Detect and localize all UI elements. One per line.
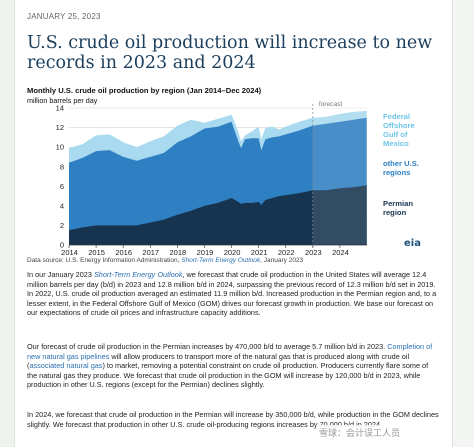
paragraph-2: Our forecast of crude oil production in … bbox=[27, 342, 439, 390]
legend-label: Federal bbox=[383, 112, 410, 121]
p1-text-b: , we forecast that crude oil production … bbox=[27, 270, 437, 318]
article-page: JANUARY 25, 2023 U.S. crude oil producti… bbox=[20, 0, 448, 447]
y-tick-label: 14 bbox=[56, 104, 64, 113]
right-margin-strip bbox=[452, 0, 474, 447]
forecast-label: forecast bbox=[319, 101, 343, 108]
x-tick-label: 2015 bbox=[88, 248, 105, 257]
y-axis-label: million barrels per day bbox=[27, 96, 98, 105]
left-margin-strip bbox=[0, 0, 15, 447]
p2-text-b: will allow producers to transport more o… bbox=[27, 351, 410, 371]
production-chart: Monthly U.S. crude oil production by reg… bbox=[27, 86, 419, 257]
x-tick-label: 2017 bbox=[142, 248, 159, 257]
forecast-shade bbox=[312, 104, 367, 245]
legend-label: region bbox=[383, 208, 407, 217]
legend-label: Permian bbox=[383, 199, 413, 208]
chart-title: Monthly U.S. crude oil production by reg… bbox=[27, 86, 262, 95]
source-prefix: Data source: U.S. Energy Information Adm… bbox=[27, 257, 180, 264]
y-tick-label: 10 bbox=[56, 143, 64, 152]
article-title: U.S. crude oil production will increase … bbox=[27, 33, 433, 73]
article-date: JANUARY 25, 2023 bbox=[27, 12, 101, 21]
chart-source: Data source: U.S. Energy Information Adm… bbox=[27, 257, 303, 264]
paragraph-3: In 2024, we forecast that crude oil prod… bbox=[27, 410, 439, 429]
x-tick-label: 2014 bbox=[61, 248, 78, 257]
legend-label: regions bbox=[383, 168, 410, 177]
x-tick-label: 2018 bbox=[170, 248, 187, 257]
eia-logo: eia bbox=[404, 238, 421, 249]
legend-label: Mexico bbox=[383, 139, 409, 148]
steo-link[interactable]: Short-Term Energy Outlook bbox=[93, 270, 183, 279]
y-tick-label: 2 bbox=[60, 221, 64, 230]
legend-label: Offshore bbox=[383, 121, 415, 130]
watermark: 雪球：会计误工人员 bbox=[316, 425, 404, 440]
y-tick-label: 0 bbox=[60, 241, 64, 250]
x-tick-label: 2020 bbox=[224, 248, 241, 257]
legend-label: Gulf of bbox=[383, 130, 408, 139]
y-tick-label: 6 bbox=[60, 182, 64, 191]
paragraph-1: In our January 2023 Short-Term Energy Ou… bbox=[27, 270, 439, 318]
y-tick-label: 8 bbox=[60, 162, 64, 171]
x-tick-label: 2022 bbox=[278, 248, 295, 257]
p1-text-a: In our January 2023 bbox=[27, 270, 94, 279]
legend-label: other U.S. bbox=[383, 159, 419, 168]
source-link[interactable]: Short-Term Energy Outlook bbox=[181, 257, 261, 264]
series-area-permian-region bbox=[69, 185, 367, 245]
y-tick-label: 4 bbox=[60, 201, 64, 210]
x-tick-label: 2021 bbox=[251, 248, 268, 257]
source-suffix: , January 2023 bbox=[260, 257, 304, 264]
associated-gas-link[interactable]: associated natural gas bbox=[29, 361, 103, 371]
x-tick-label: 2016 bbox=[115, 248, 132, 257]
p2-text-c: ) to market, removing a potential constr… bbox=[27, 361, 429, 390]
p2-text-a: Our forecast of crude oil production in … bbox=[27, 342, 388, 351]
pipelines-link[interactable]: Completion of new natural gas pipelines bbox=[27, 342, 433, 361]
legend-entry: other U.S.regions bbox=[383, 159, 419, 177]
y-tick-label: 12 bbox=[56, 123, 64, 132]
x-tick-label: 2023 bbox=[305, 248, 322, 257]
x-tick-label: 2024 bbox=[332, 248, 349, 257]
x-tick-label: 2019 bbox=[197, 248, 214, 257]
